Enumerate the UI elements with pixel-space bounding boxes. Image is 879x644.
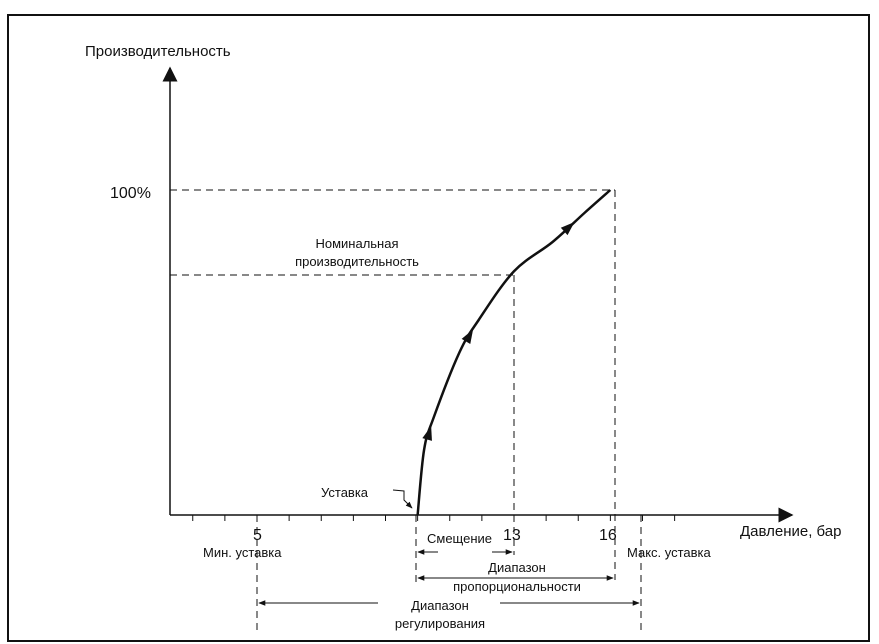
x-axis-ticks [192,515,676,521]
x-axis-label: Давление, бар [740,523,842,540]
setpoint-pointer [392,489,413,509]
prop-range-label-line2: пропорциональности [453,579,581,594]
y-axis-label: Производительность [85,43,231,60]
prop-range-label-line1: Диапазон [488,560,546,575]
nominal-label-line1: Номинальная [315,236,398,251]
x-tick-label-5: 5 [253,527,262,544]
x-tick-label-16: 16 [599,527,617,544]
x-tick-label-13: 13 [503,527,521,544]
performance-curve [416,189,612,516]
curve-arrowheads [422,221,575,441]
setpoint-label: Уставка [321,485,369,500]
diagram-frame [7,14,870,642]
max-setpoint-label: Макс. уставка [627,545,712,560]
nominal-label-line2: производительность [295,254,419,269]
arrowhead-icon [422,426,432,441]
min-setpoint-label: Мин. уставка [203,545,282,560]
reg-range-label-line1: Диапазон [411,598,469,613]
arrowhead-icon [560,221,575,236]
reg-range-label-line2: регулирования [395,616,485,631]
y-tick-label-100: 100% [110,185,151,202]
arrowhead-icon [461,329,474,344]
offset-label: Смещение [427,531,492,546]
